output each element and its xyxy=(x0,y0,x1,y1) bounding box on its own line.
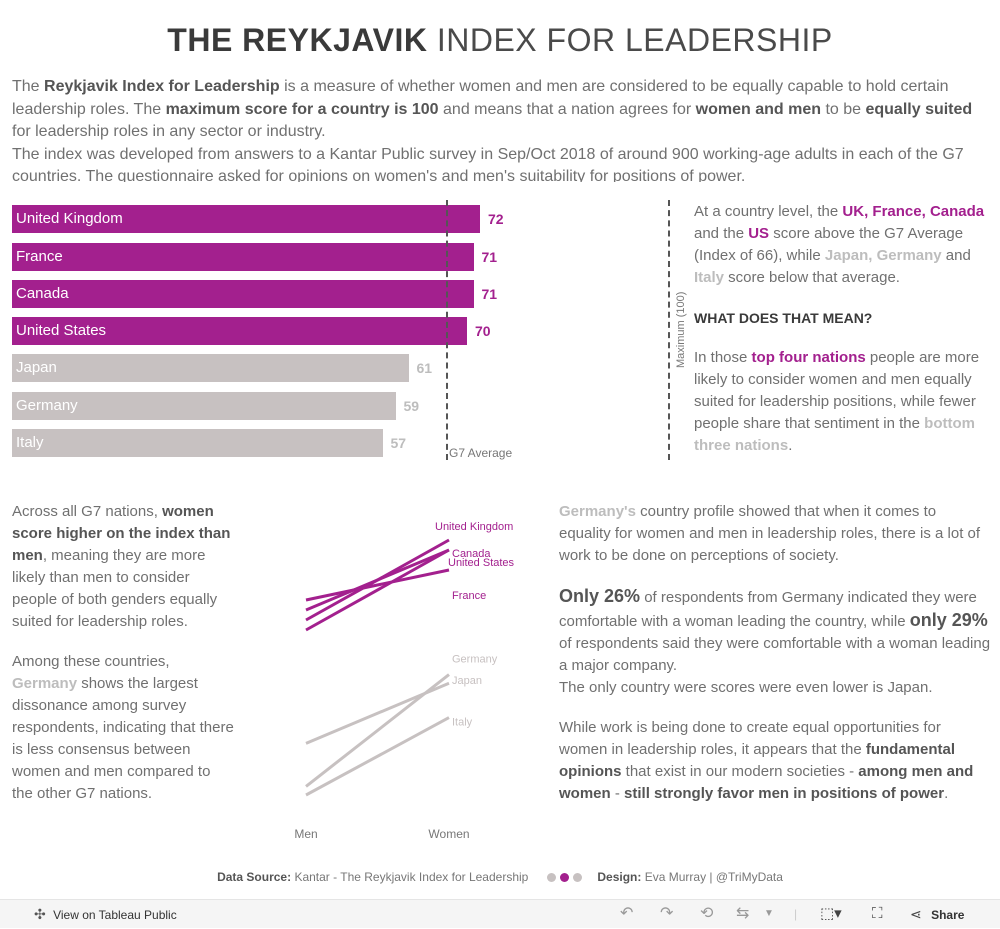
germany-profile-paragraph: Germany's country profile showed that wh… xyxy=(559,503,981,564)
view-on-tableau-label: View on Tableau Public xyxy=(53,908,177,922)
bar-value: 70 xyxy=(475,323,491,339)
slope-line-france[interactable] xyxy=(305,568,450,602)
meaning-paragraph: In those top four nations people are mor… xyxy=(694,349,980,454)
maximum-line xyxy=(668,200,670,460)
bar-label: Japan xyxy=(16,359,57,376)
slope-label-united-states: United States xyxy=(448,557,515,569)
dot-pink xyxy=(560,873,570,883)
bar-label: United Kingdom xyxy=(16,210,123,227)
share-button[interactable]: ⋖ Share xyxy=(910,900,964,929)
slope-line-canada[interactable] xyxy=(305,548,450,612)
view-on-tableau-button[interactable]: ✣ View on Tableau Public xyxy=(34,900,177,929)
bar-germany[interactable]: Germany xyxy=(12,392,396,420)
bar-value: 72 xyxy=(488,211,504,227)
germany-profile-text: Germany's country profile showed that wh… xyxy=(559,501,991,823)
g7-average-line xyxy=(446,200,448,460)
slope-line-united-states[interactable] xyxy=(305,548,450,632)
bar-label: Italy xyxy=(16,434,44,451)
download-icon[interactable]: ⬚▾ xyxy=(820,905,842,922)
dot-grey-2 xyxy=(573,873,583,883)
country-level-paragraph: At a country level, the UK, France, Cana… xyxy=(694,203,985,286)
intro-paragraph-2: The index was developed from answers to … xyxy=(12,145,964,183)
revert-icon[interactable]: ⟲ xyxy=(700,905,714,922)
germany-stats-paragraph: Only 26% of respondents from Germany ind… xyxy=(559,586,991,696)
slope-label-germany: Germany xyxy=(452,654,498,666)
slope-label-japan: Japan xyxy=(452,675,482,687)
title-bold: THE REYKJAVIK xyxy=(167,22,428,58)
bar-france[interactable]: France xyxy=(12,243,474,271)
slope-line-italy[interactable] xyxy=(305,716,450,797)
fullscreen-icon[interactable]: ⛶ xyxy=(872,905,883,922)
gender-comparison-text: Across all G7 nations, women score highe… xyxy=(12,501,234,823)
country-level-text: At a country level, the UK, France, Cana… xyxy=(694,201,994,475)
bar-label: Canada xyxy=(16,285,69,302)
what-does-that-mean-heading: WHAT DOES THAT MEAN? xyxy=(694,310,873,326)
dot-grey-1 xyxy=(547,873,557,883)
intro-paragraph-1: The Reykjavik Index for Leadership is a … xyxy=(12,78,973,140)
maximum-label: Maximum (100) xyxy=(675,291,687,368)
bar-italy[interactable]: Italy xyxy=(12,429,383,457)
bar-label: Germany xyxy=(16,397,78,414)
slope-label-united-kingdom: United Kingdom xyxy=(435,521,513,533)
women-higher-paragraph: Across all G7 nations, women score highe… xyxy=(12,503,231,630)
share-icon: ⋖ xyxy=(910,906,922,922)
bar-united-states[interactable]: United States xyxy=(12,317,467,345)
title-light: INDEX FOR LEADERSHIP xyxy=(436,22,833,58)
footer-credits: Data Source: Kantar - The Reykjavik Inde… xyxy=(0,870,1000,884)
slope-line-japan[interactable] xyxy=(305,681,450,745)
designer: Eva Murray | @TriMyData xyxy=(644,870,783,884)
bar-value: 57 xyxy=(390,435,407,451)
data-source: Kantar - The Reykjavik Index for Leaders… xyxy=(294,870,529,884)
redo-icon[interactable]: ↷ xyxy=(660,905,674,922)
bar-value: 71 xyxy=(481,249,498,265)
page-title: THE REYKJAVIK INDEX FOR LEADERSHIP xyxy=(0,22,1000,59)
slope-axis-label-men: Men xyxy=(294,827,317,841)
design-label: Design: xyxy=(597,870,642,884)
data-source-label: Data Source: xyxy=(217,870,292,884)
slope-label-france: France xyxy=(452,590,486,602)
undo-icon[interactable]: ↶ xyxy=(620,905,634,922)
refresh-menu-chevron-icon[interactable]: ▼ xyxy=(764,908,774,919)
bar-canada[interactable]: Canada xyxy=(12,280,474,308)
share-label: Share xyxy=(931,908,965,922)
slope-label-italy: Italy xyxy=(452,717,473,729)
slope-axis-label-women: Women xyxy=(428,827,469,841)
tableau-logo-icon: ✣ xyxy=(34,906,46,922)
bar-label: France xyxy=(16,248,63,265)
germany-dissonance-paragraph: Among these countries, Germany shows the… xyxy=(12,653,234,802)
intro-text: The Reykjavik Index for Leadership is a … xyxy=(12,76,990,182)
conclusion-paragraph: While work is being done to create equal… xyxy=(559,719,974,802)
toolbar-divider: | xyxy=(794,907,798,921)
bar-united-kingdom[interactable]: United Kingdom xyxy=(12,205,480,233)
bar-label: United States xyxy=(16,322,107,339)
bar-japan[interactable]: Japan xyxy=(12,354,409,382)
bar-value: 71 xyxy=(481,286,498,302)
bar-value: 59 xyxy=(403,398,420,414)
refresh-icon[interactable]: ⇆ xyxy=(736,905,750,922)
bar-value: 61 xyxy=(416,360,433,376)
tableau-toolbar: ✣ View on Tableau Public ↶ ↷ ⟲ ⇆ ▼ | ⬚▾ … xyxy=(0,899,1000,928)
slope-label-canada: Canada xyxy=(452,548,491,560)
g7-average-label: G7 Average xyxy=(449,446,513,460)
